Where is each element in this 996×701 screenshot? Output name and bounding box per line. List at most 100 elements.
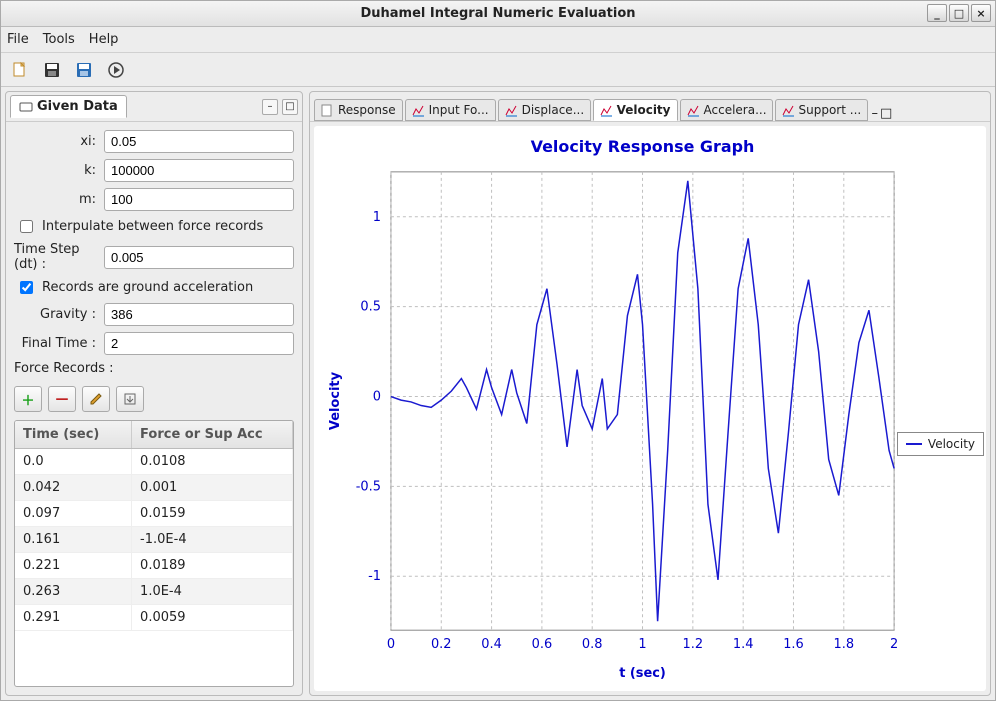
add-record-button[interactable]: ＋: [14, 386, 42, 412]
velocity-chart: Velocity Response Graph00.20.40.60.811.2…: [314, 126, 986, 691]
legend-label: Velocity: [928, 437, 975, 451]
tab-acceleration[interactable]: Accelera...: [680, 99, 773, 121]
remove-record-button[interactable]: —: [48, 386, 76, 412]
content-area: Given Data – □ xi: k: m:: [1, 87, 995, 700]
svg-text:Velocity: Velocity: [328, 371, 343, 430]
svg-text:0.6: 0.6: [532, 637, 553, 652]
tab-support[interactable]: Support ...: [775, 99, 868, 121]
tab-displacement-label: Displace...: [522, 103, 585, 117]
tab-support-label: Support ...: [799, 103, 862, 117]
form: xi: k: m: Interpulate between force reco…: [6, 122, 302, 420]
panel-min-icon[interactable]: –: [262, 99, 278, 115]
chart-legend: Velocity: [897, 432, 984, 456]
chart-svg: Velocity Response Graph00.20.40.60.811.2…: [320, 132, 980, 685]
m-input[interactable]: [104, 188, 294, 211]
interpolate-label: Interpulate between force records: [42, 219, 263, 234]
cell-force: 0.0108: [132, 449, 293, 475]
chart-icon: [600, 104, 613, 117]
panel-max-icon[interactable]: □: [282, 99, 298, 115]
tab-input-force-label: Input Fo...: [429, 103, 489, 117]
import-record-button[interactable]: [116, 386, 144, 412]
ground-accel-checkbox[interactable]: [20, 281, 33, 294]
cell-force: 1.0E-4: [132, 579, 293, 605]
svg-text:0.8: 0.8: [582, 637, 603, 652]
cell-time: 0.291: [15, 605, 132, 631]
svg-text:1: 1: [373, 210, 381, 225]
gravity-label: Gravity :: [14, 307, 96, 322]
dt-input[interactable]: [104, 246, 294, 269]
cell-time: 0.263: [15, 579, 132, 605]
chart-icon: [505, 104, 518, 117]
cell-time: 0.221: [15, 553, 132, 579]
table-row[interactable]: 0.2210.0189: [15, 553, 293, 579]
cell-force: 0.0159: [132, 501, 293, 527]
cell-time: 0.097: [15, 501, 132, 527]
cell-time: 0.042: [15, 475, 132, 501]
given-data-panel: Given Data – □ xi: k: m:: [5, 91, 303, 696]
table-row[interactable]: 0.00.0108: [15, 449, 293, 475]
interpolate-checkbox[interactable]: [20, 220, 33, 233]
cell-time: 0.0: [15, 449, 132, 475]
svg-text:0: 0: [387, 637, 395, 652]
pencil-icon: [89, 392, 103, 406]
chart-icon: [412, 104, 425, 117]
menu-file[interactable]: File: [7, 32, 29, 47]
table-row[interactable]: 0.0970.0159: [15, 501, 293, 527]
chart-panel-min-icon[interactable]: –: [872, 106, 879, 121]
svg-text:1: 1: [638, 637, 646, 652]
xi-input[interactable]: [104, 130, 294, 153]
svg-text:1.4: 1.4: [733, 637, 754, 652]
svg-text:2: 2: [890, 637, 898, 652]
col-force-header[interactable]: Force or Sup Acc: [132, 421, 293, 449]
tab-velocity-label: Velocity: [617, 103, 671, 117]
given-data-tab-label: Given Data: [37, 99, 118, 114]
force-records-label: Force Records :: [14, 361, 294, 376]
k-input[interactable]: [104, 159, 294, 182]
cell-force: -1.0E-4: [132, 527, 293, 553]
svg-text:0.4: 0.4: [481, 637, 502, 652]
menu-tools[interactable]: Tools: [43, 32, 75, 47]
tab-acceleration-label: Accelera...: [704, 103, 767, 117]
doc-icon: [321, 104, 334, 117]
chart-panel: Response Input Fo... Displace... Velocit…: [309, 91, 991, 696]
open-icon[interactable]: [71, 57, 97, 83]
new-file-icon[interactable]: [7, 57, 33, 83]
table-row[interactable]: 0.2631.0E-4: [15, 579, 293, 605]
app-window: Duhamel Integral Numeric Evaluation _ □ …: [0, 0, 996, 701]
menubar: File Tools Help: [1, 27, 995, 53]
svg-text:1.2: 1.2: [683, 637, 704, 652]
m-label: m:: [14, 192, 96, 207]
svg-text:0: 0: [373, 390, 381, 405]
table-row[interactable]: 0.0420.001: [15, 475, 293, 501]
col-time-header[interactable]: Time (sec): [15, 421, 132, 449]
edit-record-button[interactable]: [82, 386, 110, 412]
minimize-button[interactable]: _: [927, 4, 947, 22]
tab-input-force[interactable]: Input Fo...: [405, 99, 496, 121]
table-row[interactable]: 0.161-1.0E-4: [15, 527, 293, 553]
svg-text:-1: -1: [368, 569, 381, 584]
given-data-tab[interactable]: Given Data: [10, 95, 127, 118]
final-time-input[interactable]: [104, 332, 294, 355]
tab-displacement[interactable]: Displace...: [498, 99, 591, 121]
k-label: k:: [14, 163, 96, 178]
tab-velocity[interactable]: Velocity: [593, 99, 678, 121]
menu-help[interactable]: Help: [89, 32, 119, 47]
import-icon: [123, 392, 137, 406]
close-button[interactable]: ×: [971, 4, 991, 22]
table-row[interactable]: 0.2910.0059: [15, 605, 293, 631]
run-icon[interactable]: [103, 57, 129, 83]
xi-label: xi:: [14, 134, 96, 149]
svg-text:1.6: 1.6: [783, 637, 804, 652]
window-title: Duhamel Integral Numeric Evaluation: [360, 6, 635, 21]
chart-panel-max-icon[interactable]: □: [880, 106, 892, 121]
gravity-input[interactable]: [104, 303, 294, 326]
cell-time: 0.161: [15, 527, 132, 553]
legend-line-icon: [906, 443, 922, 445]
chart-icon: [782, 104, 795, 117]
force-records-table[interactable]: Time (sec) Force or Sup Acc 0.00.01080.0…: [14, 420, 294, 687]
toolbar: [1, 53, 995, 87]
maximize-button[interactable]: □: [949, 4, 969, 22]
cell-force: 0.0059: [132, 605, 293, 631]
tab-response[interactable]: Response: [314, 99, 403, 121]
save-icon[interactable]: [39, 57, 65, 83]
